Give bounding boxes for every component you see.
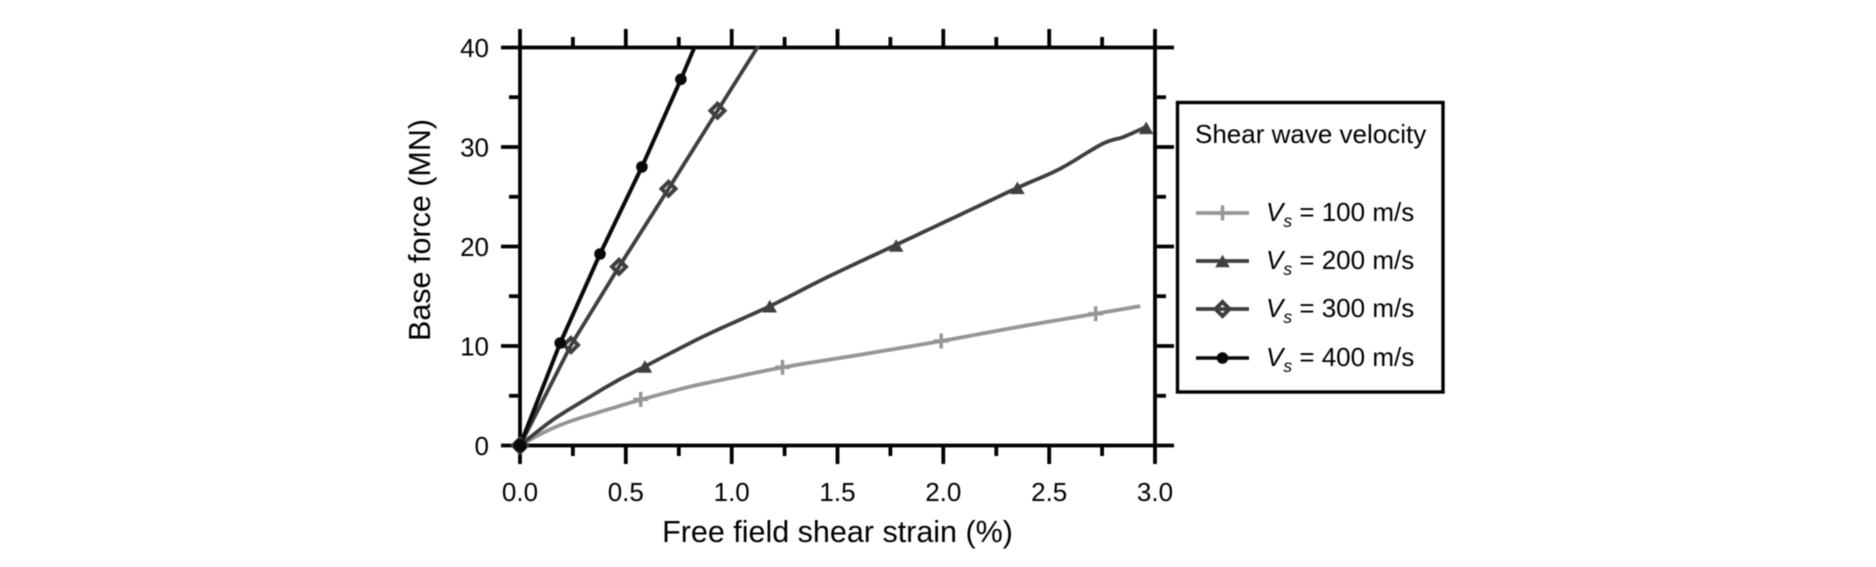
svg-text:3.0: 3.0 (1137, 477, 1173, 507)
svg-text:0.0: 0.0 (502, 477, 538, 507)
svg-text:2.5: 2.5 (1031, 477, 1067, 507)
svg-text:20: 20 (460, 232, 489, 262)
svg-text:1.0: 1.0 (714, 477, 750, 507)
svg-text:Vs = 400 m/s: Vs = 400 m/s (1266, 342, 1414, 376)
svg-text:10: 10 (460, 331, 489, 361)
svg-text:30: 30 (460, 132, 489, 162)
svg-text:0: 0 (475, 431, 489, 461)
svg-text:1.5: 1.5 (819, 477, 855, 507)
svg-text:0.5: 0.5 (608, 477, 644, 507)
svg-text:Base force (MN): Base force (MN) (403, 119, 437, 341)
svg-text:40: 40 (460, 33, 489, 63)
svg-text:Vs = 300 m/s: Vs = 300 m/s (1266, 293, 1414, 327)
svg-text:Shear wave velocity: Shear wave velocity (1195, 119, 1426, 149)
svg-text:Free field shear strain (%): Free field shear strain (%) (662, 515, 1013, 549)
svg-text:2.0: 2.0 (925, 477, 961, 507)
svg-text:Vs = 200 m/s: Vs = 200 m/s (1266, 245, 1414, 279)
svg-text:Vs = 100 m/s: Vs = 100 m/s (1266, 197, 1414, 231)
